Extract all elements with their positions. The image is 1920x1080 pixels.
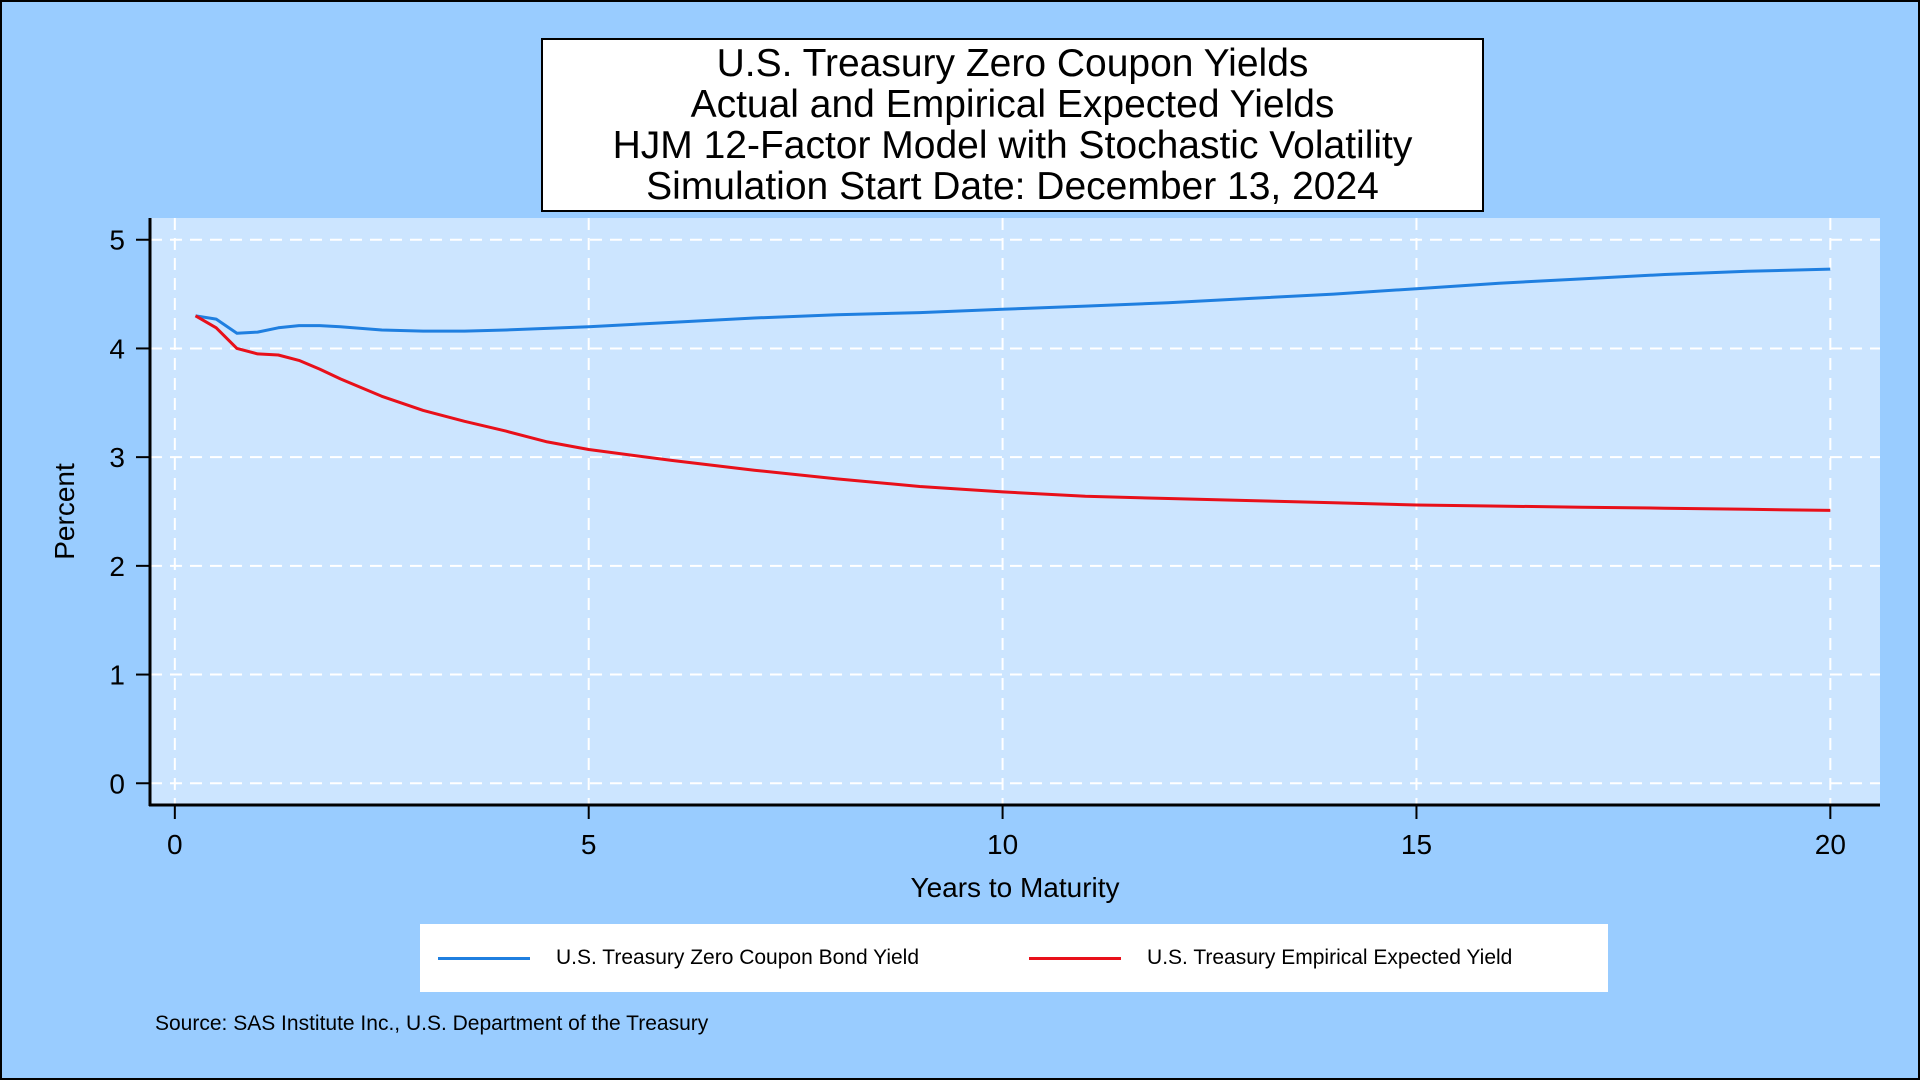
- y-tick-label: 3: [109, 442, 125, 473]
- series-line-zero-coupon: [195, 267, 1831, 335]
- x-tick-label: 5: [581, 829, 597, 860]
- legend-label-expected: U.S. Treasury Empirical Expected Yield: [1147, 946, 1513, 969]
- chart-title-line-3: HJM 12-Factor Model with Stochastic Vola…: [612, 124, 1413, 167]
- chart-title-line-1: U.S. Treasury Zero Coupon Yields: [716, 42, 1309, 85]
- series-line-expected: [194, 314, 1831, 512]
- x-axis-title: Years to Maturity: [910, 872, 1119, 903]
- y-tick-label: 2: [109, 551, 125, 582]
- x-tick-label: 10: [987, 829, 1018, 860]
- chart-title-line-4: Simulation Start Date: December 13, 2024: [646, 165, 1379, 208]
- y-tick-label: 1: [109, 660, 125, 691]
- y-axis-title: Percent: [49, 463, 80, 560]
- y-tick-label: 4: [109, 333, 125, 364]
- legend-entry-expected: U.S. Treasury Empirical Expected Yield: [1029, 946, 1512, 970]
- x-tick-label: 0: [167, 829, 183, 860]
- y-tick-label: 5: [109, 225, 125, 256]
- legend-label-zero-coupon: U.S. Treasury Zero Coupon Bond Yield: [556, 946, 920, 969]
- legend-swatch-expected: [1029, 956, 1122, 960]
- legend-swatch-zero-coupon: [438, 956, 530, 960]
- x-tick-label: 20: [1815, 829, 1846, 860]
- source-note: Source: SAS Institute Inc., U.S. Departm…: [155, 1012, 709, 1035]
- plot-area: [150, 218, 1880, 805]
- x-tick-label: 15: [1401, 829, 1432, 860]
- legend-entry-zero-coupon: U.S. Treasury Zero Coupon Bond Yield: [438, 946, 919, 970]
- y-tick-label: 0: [109, 768, 125, 799]
- chart-title-line-2: Actual and Empirical Expected Yields: [690, 83, 1335, 126]
- chart-legend: U.S. Treasury Zero Coupon Bond Yield U.S…: [420, 924, 1608, 992]
- chart-title-box: U.S. Treasury Zero Coupon Yields Actual …: [541, 38, 1484, 212]
